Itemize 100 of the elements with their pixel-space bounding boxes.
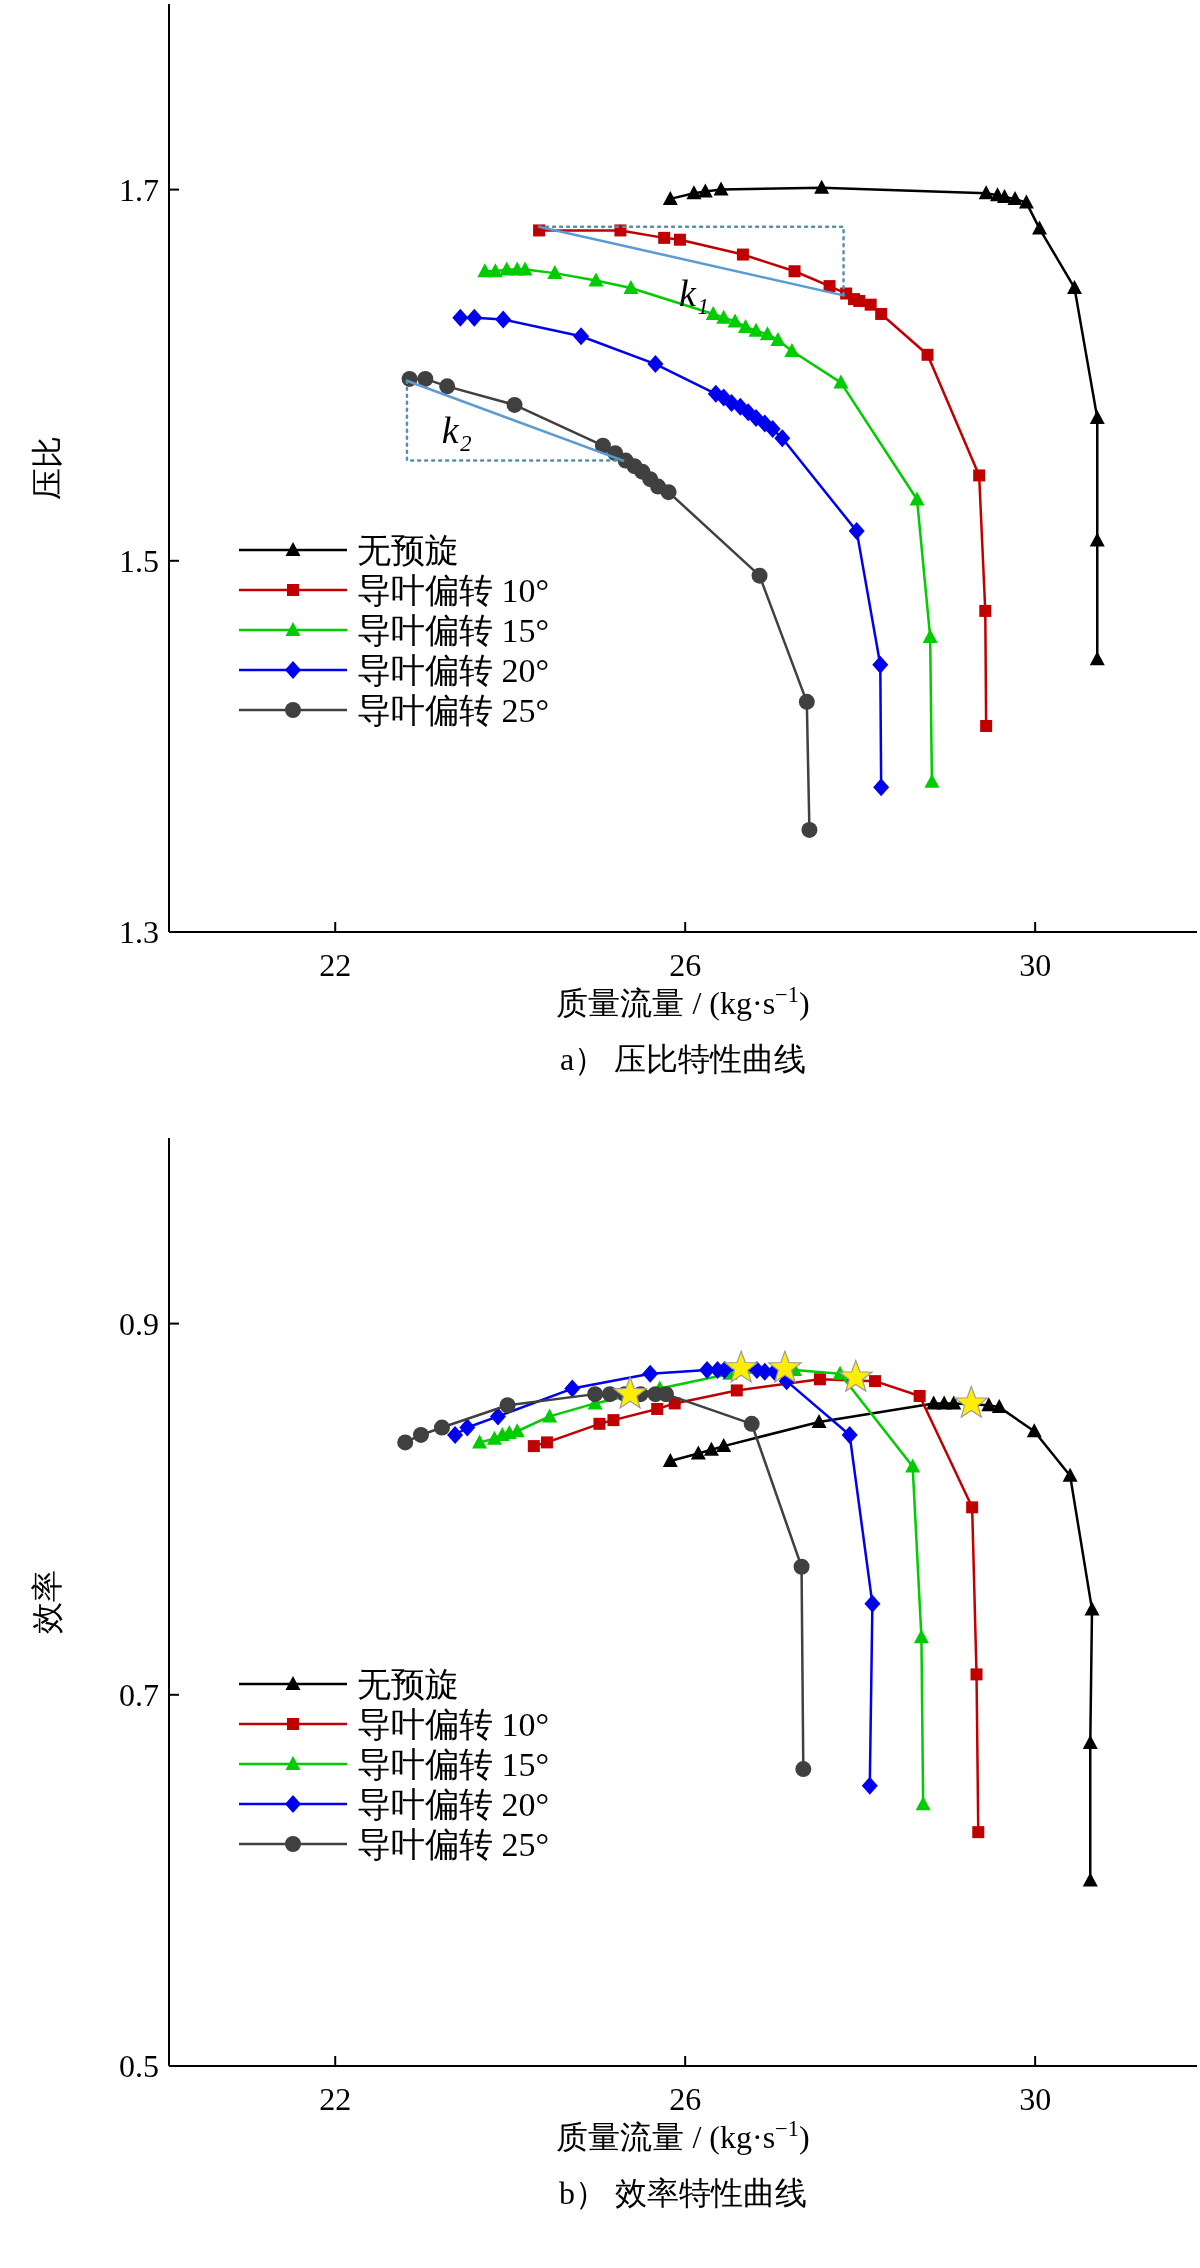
point xyxy=(913,1389,926,1402)
point xyxy=(623,279,639,294)
point xyxy=(991,1399,1007,1414)
point xyxy=(954,1385,989,1418)
point xyxy=(913,1629,929,1644)
point xyxy=(981,1397,997,1412)
point xyxy=(495,310,512,329)
point xyxy=(764,420,781,439)
point xyxy=(814,179,830,194)
y-tick-label: 0.5 xyxy=(119,2048,159,2084)
point xyxy=(759,326,775,341)
y-axis-title: 压比 xyxy=(29,436,65,500)
point xyxy=(922,628,938,643)
point xyxy=(1082,1872,1098,1887)
legend-label: 导叶偏转 20° xyxy=(357,652,550,689)
point xyxy=(1089,651,1105,666)
point xyxy=(1018,194,1034,209)
x-axis-title: 质量流量 / (kg·s$^{−1}$) xyxy=(556,981,810,1021)
point xyxy=(751,567,768,584)
point xyxy=(980,719,993,732)
point xyxy=(459,1418,476,1437)
point xyxy=(909,491,925,506)
point xyxy=(973,469,986,482)
point xyxy=(1089,532,1105,547)
text: a） 压比特性曲线 xyxy=(559,1041,807,1077)
point xyxy=(873,778,890,797)
point xyxy=(848,522,865,541)
point xyxy=(972,1826,985,1839)
point xyxy=(412,1426,429,1443)
point xyxy=(397,1434,414,1451)
point xyxy=(966,1501,979,1514)
point xyxy=(915,1796,931,1811)
point xyxy=(686,185,702,200)
legend-label: 导叶偏转 15° xyxy=(357,612,550,649)
point xyxy=(795,1761,812,1778)
x-tick-label: 30 xyxy=(1019,2081,1052,2117)
point xyxy=(793,1558,810,1575)
point xyxy=(587,1386,604,1403)
point xyxy=(489,1407,506,1426)
point xyxy=(839,1359,873,1392)
point xyxy=(784,343,800,358)
y-tick-label: 1.3 xyxy=(119,914,159,950)
x-axis-title: 质量流量 / (kg·s$^{−1}$) xyxy=(556,2115,810,2155)
point xyxy=(811,1413,827,1428)
point xyxy=(716,309,732,324)
point xyxy=(601,1386,618,1403)
point xyxy=(833,374,849,389)
point xyxy=(1082,1735,1098,1750)
point xyxy=(798,693,815,710)
point xyxy=(823,280,836,293)
point xyxy=(1026,1423,1042,1438)
legend-label: 无预旋 xyxy=(357,532,459,569)
point xyxy=(727,313,743,328)
point xyxy=(660,484,677,501)
point xyxy=(527,1440,540,1453)
point xyxy=(748,322,764,337)
point xyxy=(841,1425,858,1444)
point xyxy=(979,604,992,617)
x-tick-label: 26 xyxy=(669,2081,702,2117)
point xyxy=(466,308,483,327)
annotation: k₂ xyxy=(441,409,472,452)
legend-label: 无预旋 xyxy=(357,1666,459,1703)
x-tick-label: 30 xyxy=(1019,947,1052,983)
legend-label: 导叶偏转 20° xyxy=(357,1786,550,1823)
point xyxy=(613,1376,647,1409)
point xyxy=(970,1668,983,1681)
point xyxy=(861,1776,878,1795)
point xyxy=(593,1417,606,1430)
point xyxy=(864,1594,881,1613)
point xyxy=(872,655,889,674)
point xyxy=(730,1384,743,1397)
x-tick-label: 22 xyxy=(319,947,352,983)
point xyxy=(788,265,801,278)
point xyxy=(1032,220,1048,235)
point xyxy=(724,1350,758,1383)
point xyxy=(921,348,934,361)
point xyxy=(997,189,1013,204)
point xyxy=(690,1445,706,1460)
point xyxy=(697,183,713,198)
x-tick-label: 26 xyxy=(669,947,702,983)
point xyxy=(447,1425,464,1444)
point xyxy=(1084,1601,1100,1616)
point xyxy=(506,396,523,413)
annotation: k₁ xyxy=(678,271,709,314)
point xyxy=(517,261,533,276)
point xyxy=(869,1375,882,1388)
point xyxy=(662,1452,678,1467)
legend-label: 导叶偏转 10° xyxy=(357,1706,550,1743)
y-tick-label: 1.5 xyxy=(119,542,159,579)
point xyxy=(564,1379,581,1398)
point xyxy=(417,370,434,387)
point xyxy=(768,1350,802,1383)
point xyxy=(801,821,818,838)
point xyxy=(658,231,671,244)
point xyxy=(547,265,563,280)
text: b） 效率特性曲线 xyxy=(559,2175,807,2211)
y-axis-title: 效率 xyxy=(29,1570,65,1634)
point xyxy=(875,307,888,320)
legend-label: 导叶偏转 25° xyxy=(357,1826,550,1863)
point xyxy=(452,308,469,327)
